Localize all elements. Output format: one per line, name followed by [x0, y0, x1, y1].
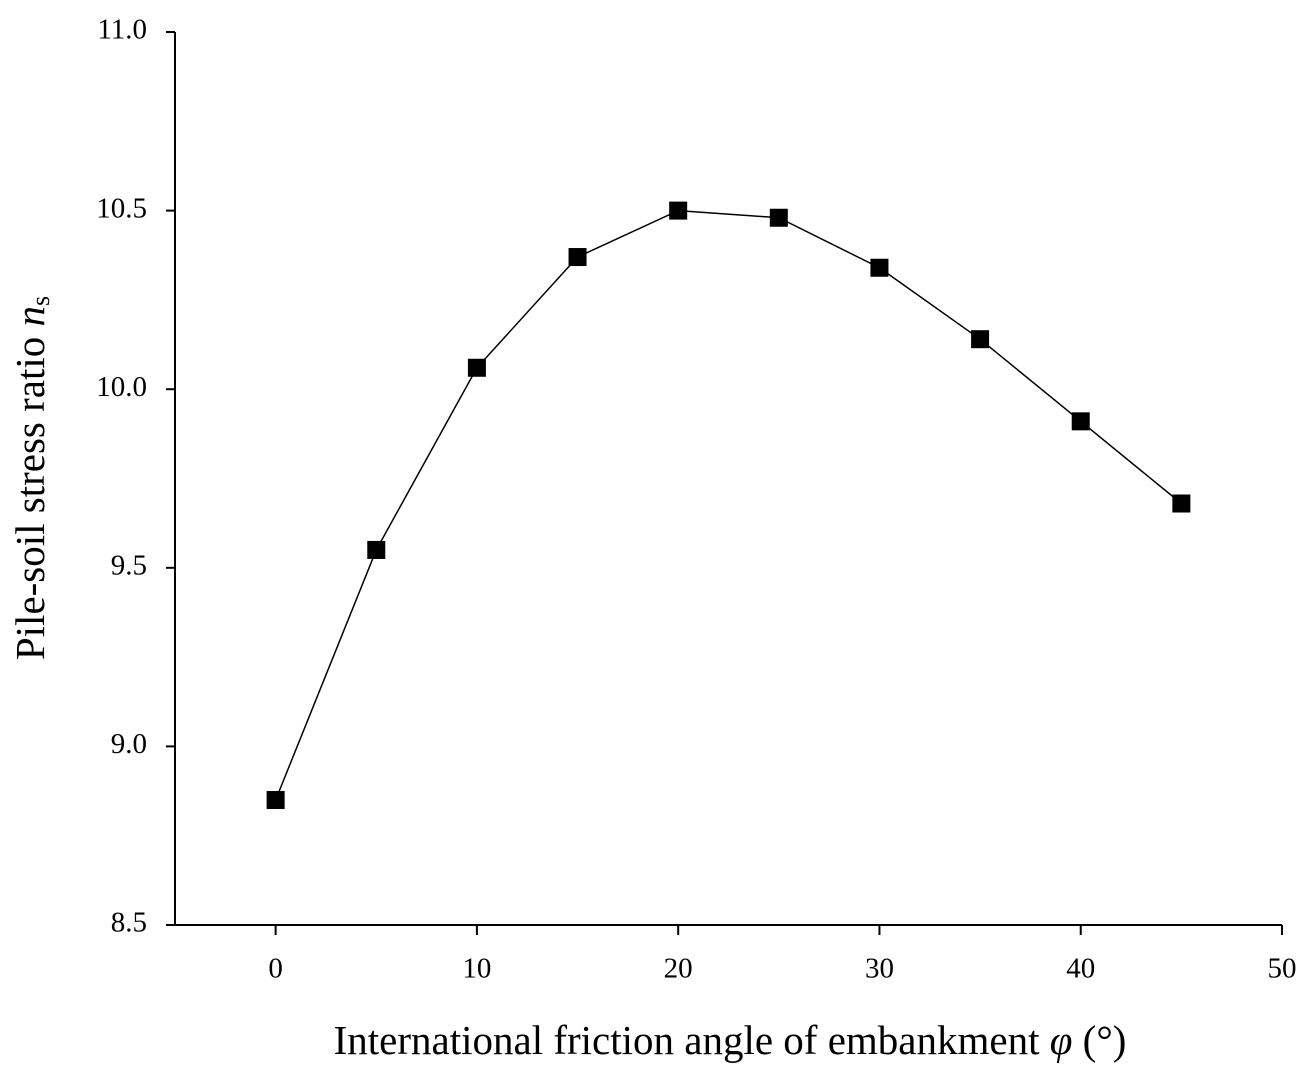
marker: [769, 208, 788, 227]
y-tick-label: 8.5: [111, 907, 147, 939]
marker: [568, 248, 587, 267]
x-tick-label: 30: [865, 953, 894, 985]
x-tick-label: 20: [664, 953, 693, 985]
y-tick-label: 11.0: [97, 14, 147, 46]
y-label-subscript: s: [26, 296, 55, 306]
series-line: [274, 209, 1182, 801]
marker: [266, 790, 285, 809]
y-tick-label: 9.5: [111, 549, 147, 581]
x-tick-label: 50: [1268, 953, 1297, 985]
marker: [669, 201, 688, 220]
y-label-text: Pile-soil stress ratio: [7, 337, 53, 660]
marker: [467, 358, 486, 377]
marker: [870, 258, 889, 277]
x-tick-label: 10: [462, 953, 491, 985]
x-label-unit: (°): [1083, 1017, 1127, 1063]
y-axis-title: Pile-soil stress ratio ns: [7, 296, 55, 660]
x-label-symbol: φ: [1050, 1017, 1073, 1063]
x-tick-label: 0: [268, 953, 283, 985]
marker: [1172, 494, 1191, 513]
y-tick-label: 10.5: [96, 192, 147, 224]
marker: [367, 540, 386, 559]
x-label-text: International friction angle of embankme…: [334, 1017, 1040, 1063]
y-tick-label: 10.0: [96, 371, 147, 403]
marker: [1071, 412, 1090, 431]
marker: [971, 330, 990, 349]
x-tick-label: 40: [1066, 953, 1095, 985]
x-axis-title: International friction angle of embankme…: [334, 1017, 1127, 1063]
y-tick-label: 9.0: [111, 728, 147, 760]
y-label-symbol: n: [7, 306, 53, 327]
